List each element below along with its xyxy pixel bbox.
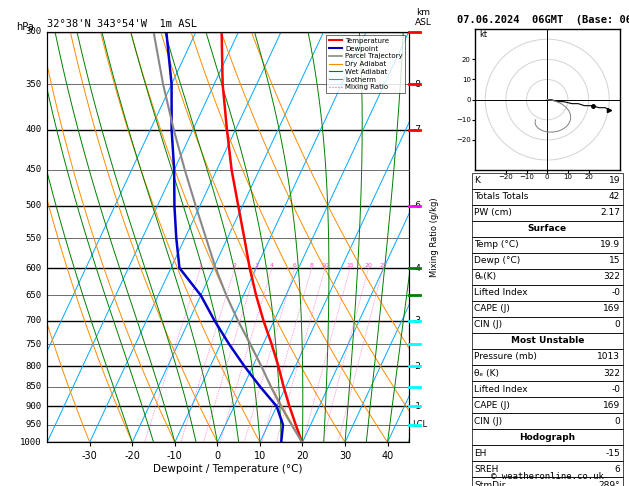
Text: Most Unstable: Most Unstable (511, 336, 584, 346)
Text: 15: 15 (347, 263, 354, 268)
Text: 25: 25 (379, 263, 387, 268)
Text: PW (cm): PW (cm) (474, 208, 512, 217)
Text: 322: 322 (603, 272, 620, 281)
Text: 600: 600 (26, 263, 42, 273)
Text: 20: 20 (365, 263, 372, 268)
Text: -3: -3 (413, 316, 421, 325)
Text: Mixing Ratio (g/kg): Mixing Ratio (g/kg) (430, 197, 438, 277)
Text: km
ASL: km ASL (415, 8, 431, 28)
Text: 32°38'N 343°54'W  1m ASL: 32°38'N 343°54'W 1m ASL (47, 19, 197, 30)
Text: 1000: 1000 (20, 438, 42, 447)
Text: 6: 6 (615, 465, 620, 474)
Text: 169: 169 (603, 400, 620, 410)
Text: -1: -1 (413, 402, 421, 411)
Text: CIN (J): CIN (J) (474, 320, 503, 330)
Text: 500: 500 (26, 201, 42, 210)
Text: 2.17: 2.17 (600, 208, 620, 217)
Text: 700: 700 (26, 316, 42, 325)
Text: θₑ (K): θₑ (K) (474, 368, 499, 378)
Text: 350: 350 (26, 80, 42, 88)
Text: 289°: 289° (599, 481, 620, 486)
Text: θₑ(K): θₑ(K) (474, 272, 496, 281)
Text: 650: 650 (26, 291, 42, 300)
Text: 15: 15 (609, 256, 620, 265)
Text: 950: 950 (26, 420, 42, 429)
Text: 4: 4 (270, 263, 274, 268)
Text: 450: 450 (26, 165, 42, 174)
Text: 8: 8 (309, 263, 314, 268)
Text: 550: 550 (26, 234, 42, 243)
Text: Dewp (°C): Dewp (°C) (474, 256, 521, 265)
Text: Hodograph: Hodograph (519, 433, 576, 442)
Text: SREH: SREH (474, 465, 499, 474)
X-axis label: Dewpoint / Temperature (°C): Dewpoint / Temperature (°C) (153, 464, 303, 474)
Text: 850: 850 (26, 382, 42, 391)
Text: 300: 300 (26, 27, 42, 36)
Text: 2: 2 (233, 263, 237, 268)
Text: 900: 900 (26, 402, 42, 411)
Text: 10: 10 (321, 263, 329, 268)
Text: Surface: Surface (528, 224, 567, 233)
Text: 0: 0 (615, 417, 620, 426)
Text: K: K (474, 176, 480, 185)
Text: Lifted Index: Lifted Index (474, 288, 528, 297)
Text: Lifted Index: Lifted Index (474, 384, 528, 394)
Text: Pressure (mb): Pressure (mb) (474, 352, 537, 362)
Legend: Temperature, Dewpoint, Parcel Trajectory, Dry Adiabat, Wet Adiabat, Isotherm, Mi: Temperature, Dewpoint, Parcel Trajectory… (326, 35, 405, 93)
Text: 19.9: 19.9 (600, 240, 620, 249)
Text: CAPE (J): CAPE (J) (474, 400, 510, 410)
Text: -0: -0 (611, 384, 620, 394)
Text: -2: -2 (413, 362, 421, 371)
Text: EH: EH (474, 449, 487, 458)
Text: © weatheronline.co.uk: © weatheronline.co.uk (491, 472, 604, 481)
Text: 07.06.2024  06GMT  (Base: 06): 07.06.2024 06GMT (Base: 06) (457, 15, 629, 25)
Text: 0: 0 (615, 320, 620, 330)
Text: -6: -6 (413, 201, 421, 210)
Text: 1013: 1013 (597, 352, 620, 362)
Text: 1: 1 (199, 263, 203, 268)
Text: -8: -8 (413, 80, 421, 88)
Text: LCL: LCL (413, 420, 428, 429)
Text: -7: -7 (413, 125, 421, 134)
Text: 400: 400 (26, 125, 42, 134)
Text: -4: -4 (413, 263, 421, 273)
Text: 322: 322 (603, 368, 620, 378)
Text: hPa: hPa (16, 21, 35, 32)
Text: 42: 42 (609, 192, 620, 201)
Text: CAPE (J): CAPE (J) (474, 304, 510, 313)
Text: 800: 800 (26, 362, 42, 371)
Text: 169: 169 (603, 304, 620, 313)
Text: -15: -15 (606, 449, 620, 458)
Text: CIN (J): CIN (J) (474, 417, 503, 426)
Text: 3: 3 (254, 263, 259, 268)
Text: 19: 19 (609, 176, 620, 185)
Text: 6: 6 (293, 263, 297, 268)
Text: Totals Totals: Totals Totals (474, 192, 528, 201)
Text: StmDir: StmDir (474, 481, 506, 486)
Text: 750: 750 (26, 340, 42, 348)
Text: -0: -0 (611, 288, 620, 297)
Text: kt: kt (479, 30, 487, 39)
Text: Temp (°C): Temp (°C) (474, 240, 519, 249)
